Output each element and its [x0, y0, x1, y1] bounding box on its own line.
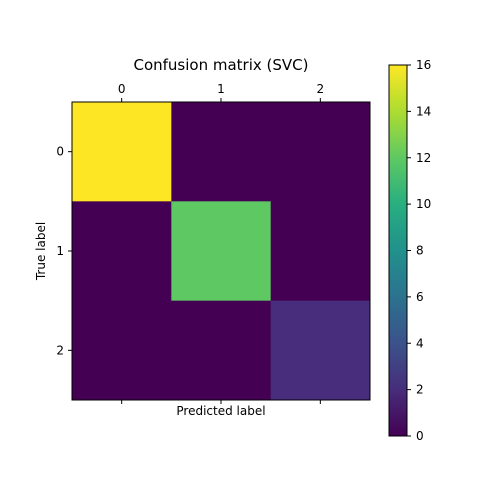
x-tick-labels: 0 1 2 [118, 82, 324, 404]
y-tick-labels: 0 1 2 [56, 145, 72, 357]
colorbar-tick-label: 14 [416, 104, 431, 118]
colorbar-tick-label: 8 [416, 244, 424, 258]
colorbar-tick-label: 0 [416, 429, 424, 443]
colorbar-tick-label: 4 [416, 336, 424, 350]
colorbar-ticks: 0 2 4 6 8 10 12 14 16 [407, 58, 431, 443]
x-tick-label: 0 [118, 82, 126, 96]
colorbar-tick-label: 16 [416, 58, 431, 72]
x-tick-label: 2 [317, 82, 325, 96]
y-tick-label: 1 [56, 244, 64, 258]
x-axis-label: Predicted label [176, 404, 265, 418]
y-tick-label: 2 [56, 343, 64, 357]
heatmap-cell [270, 300, 371, 401]
heatmap-cell [72, 300, 172, 401]
heatmap-cell [72, 102, 172, 202]
heatmap-cell [72, 201, 172, 302]
x-tick-label: 1 [217, 82, 225, 96]
colorbar-tick-label: 10 [416, 197, 431, 211]
heatmap-cells [72, 102, 371, 401]
chart-title: Confusion matrix (SVC) [133, 56, 308, 74]
heatmap-cell [270, 201, 371, 302]
y-tick-label: 0 [56, 145, 64, 159]
colorbar-tick-label: 6 [416, 290, 424, 304]
heatmap-cell [171, 102, 272, 202]
heatmap-cell [171, 201, 272, 302]
y-axis-label: True label [34, 222, 48, 281]
colorbar-tick-label: 12 [416, 151, 431, 165]
colorbar [388, 64, 408, 437]
colorbar-tick-label: 2 [416, 383, 424, 397]
heatmap-cell [270, 102, 371, 202]
heatmap-cell [171, 300, 272, 401]
